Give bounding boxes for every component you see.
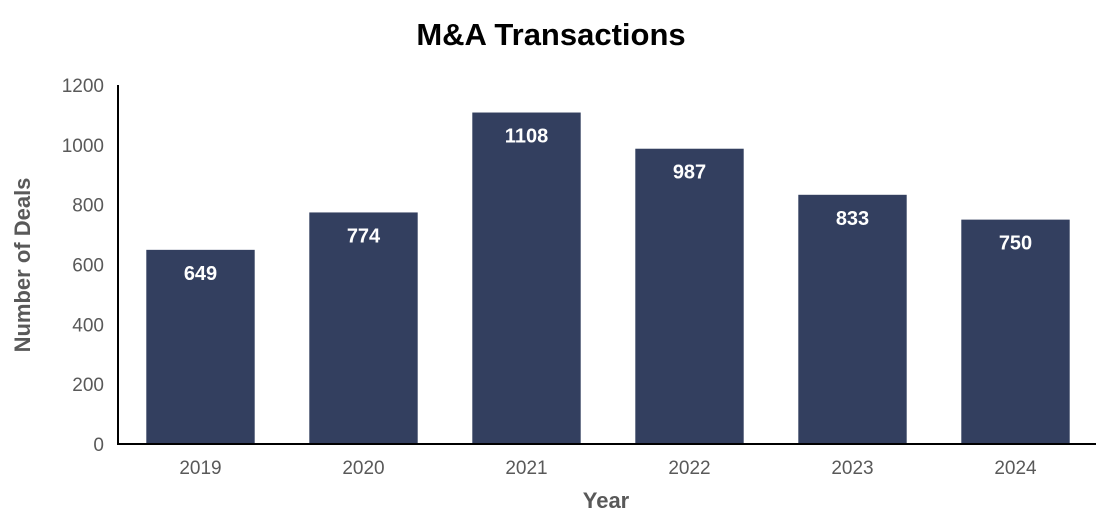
bar-2023 — [798, 194, 907, 444]
x-tick-label: 2021 — [505, 458, 547, 479]
y-tick-label: 200 — [72, 375, 104, 396]
y-tick-label: 0 — [93, 435, 104, 456]
y-tick-label: 600 — [72, 256, 104, 277]
chart-title: M&A Transactions — [416, 17, 685, 52]
x-tick-label: 2022 — [668, 458, 710, 479]
bar-2021 — [472, 112, 581, 445]
data-label: 833 — [836, 208, 869, 230]
y-tick-label: 1200 — [62, 76, 104, 97]
x-tick-label: 2024 — [994, 458, 1037, 479]
bar-2024 — [961, 219, 1070, 444]
y-tick-label: 800 — [72, 196, 104, 217]
y-tick-label: 400 — [72, 315, 104, 336]
x-tick-label: 2023 — [831, 458, 873, 479]
y-tick-label: 1000 — [62, 136, 104, 157]
x-tick-label: 2020 — [342, 458, 384, 479]
bar-2020 — [309, 212, 418, 444]
data-label: 987 — [673, 162, 706, 184]
x-axis-label: Year — [583, 488, 630, 513]
data-label: 774 — [347, 225, 381, 247]
data-label: 1108 — [505, 126, 548, 148]
bar-2019 — [146, 249, 255, 444]
y-axis-label: Number of Deals — [10, 178, 35, 353]
data-label: 750 — [999, 233, 1032, 255]
data-label: 649 — [184, 263, 217, 285]
x-tick-label: 2019 — [179, 458, 221, 479]
bar-2022 — [635, 148, 744, 444]
